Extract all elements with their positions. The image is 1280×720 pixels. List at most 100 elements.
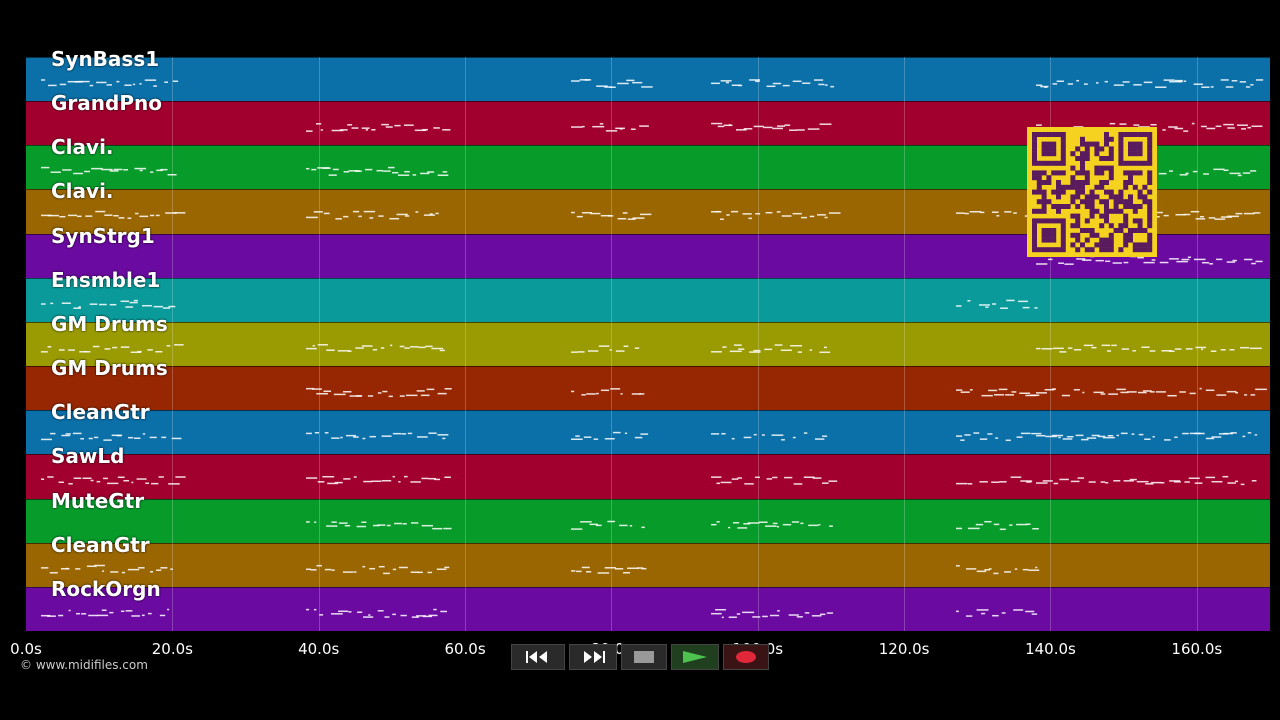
- note: [622, 571, 631, 574]
- note: [96, 614, 109, 617]
- note: [571, 390, 575, 393]
- note: [316, 564, 322, 567]
- note: [956, 305, 962, 307]
- note: [166, 345, 171, 347]
- track-name: SynBass1: [51, 47, 160, 71]
- note: [762, 615, 768, 618]
- note: [422, 615, 433, 618]
- note: [1132, 349, 1136, 352]
- note: [1138, 391, 1147, 394]
- note: [1062, 438, 1073, 440]
- note: [67, 215, 78, 217]
- note: [103, 439, 112, 442]
- note: [587, 350, 599, 352]
- note: [774, 344, 783, 346]
- note: [956, 212, 965, 215]
- note-marks: [41, 299, 1038, 309]
- note: [142, 433, 146, 435]
- note: [1137, 256, 1144, 259]
- note: [626, 79, 635, 82]
- note: [624, 432, 628, 435]
- note: [614, 567, 624, 570]
- note: [809, 349, 813, 351]
- fast-forward-icon: [584, 651, 605, 663]
- note: [357, 611, 363, 613]
- record-button[interactable]: [723, 644, 769, 670]
- record-icon: [736, 651, 756, 663]
- note: [1250, 84, 1254, 86]
- fast-forward-button[interactable]: [569, 644, 617, 670]
- note: [1020, 432, 1031, 435]
- note: [1025, 610, 1035, 613]
- note: [378, 215, 384, 218]
- note: [720, 218, 724, 221]
- note: [1251, 262, 1256, 264]
- note: [73, 307, 81, 309]
- note: [1169, 80, 1182, 83]
- note: [1242, 172, 1251, 175]
- note: [353, 476, 357, 479]
- note: [580, 520, 592, 523]
- note: [83, 350, 87, 353]
- note: [639, 393, 645, 395]
- note: [1205, 477, 1216, 479]
- note: [1109, 123, 1116, 125]
- note: [170, 568, 173, 570]
- stop-button[interactable]: [621, 644, 667, 670]
- note: [992, 614, 999, 617]
- note: [125, 609, 133, 612]
- note: [327, 483, 339, 485]
- play-button[interactable]: [671, 644, 719, 670]
- note: [50, 302, 54, 304]
- note-marks: [306, 520, 1039, 530]
- track-name: MuteGtr: [51, 488, 145, 513]
- note: [738, 348, 745, 350]
- note: [711, 350, 722, 353]
- note: [306, 387, 315, 390]
- note: [422, 129, 428, 131]
- note: [1058, 436, 1061, 439]
- note: [440, 610, 448, 613]
- note: [382, 390, 388, 393]
- note: [1081, 439, 1089, 441]
- note: [439, 349, 445, 352]
- note: [435, 213, 439, 215]
- note: [800, 217, 808, 219]
- note: [1179, 391, 1186, 393]
- note: [1242, 435, 1246, 438]
- rewind-button[interactable]: [511, 644, 565, 670]
- note-marks: [1036, 255, 1263, 265]
- note: [160, 169, 168, 171]
- note: [1210, 350, 1217, 352]
- note: [156, 569, 162, 571]
- note: [404, 347, 410, 349]
- note: [1031, 613, 1038, 615]
- note: [571, 212, 575, 214]
- note: [1120, 432, 1128, 435]
- note: [981, 612, 986, 615]
- note: [68, 609, 71, 612]
- note: [1066, 436, 1074, 438]
- note: [85, 215, 93, 218]
- note: [600, 215, 612, 217]
- note: [400, 614, 407, 617]
- note: [755, 80, 760, 83]
- note: [41, 478, 45, 481]
- note: [1091, 346, 1097, 349]
- note: [1174, 436, 1178, 439]
- note: [1236, 124, 1248, 127]
- note: [1149, 350, 1156, 352]
- note: [610, 388, 621, 390]
- note: [326, 524, 338, 527]
- note: [640, 433, 649, 436]
- note: [998, 388, 1008, 391]
- note: [956, 564, 960, 567]
- note: [41, 351, 48, 353]
- note: [965, 615, 973, 617]
- note: [1035, 566, 1038, 568]
- note: [316, 393, 328, 395]
- note: [398, 481, 401, 483]
- note: [1220, 348, 1226, 351]
- note: [1249, 347, 1262, 349]
- note: [732, 521, 740, 524]
